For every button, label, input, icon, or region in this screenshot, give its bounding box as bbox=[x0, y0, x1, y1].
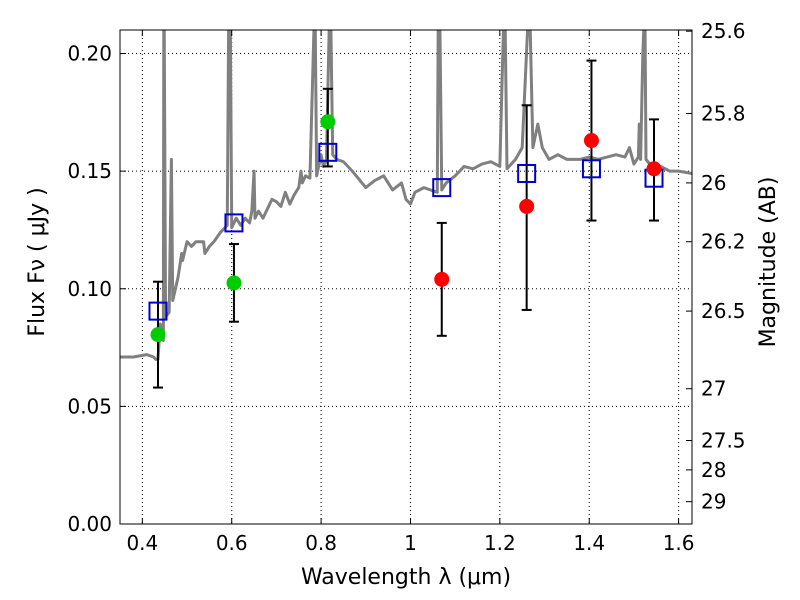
model-photometry-point bbox=[318, 142, 338, 162]
model-photometry-point bbox=[432, 178, 452, 198]
y-tick-label: 0.00 bbox=[67, 512, 112, 536]
x-tick-label: 1 bbox=[404, 531, 417, 555]
x-axis-label: Wavelength λ (μm) bbox=[301, 565, 511, 590]
x-tick-label: 0.6 bbox=[216, 531, 248, 555]
y2-tick-label: 27 bbox=[701, 377, 726, 401]
model-photometry-point bbox=[224, 213, 244, 233]
y-tick-label: 0.20 bbox=[67, 42, 112, 66]
y2-tick-label: 28 bbox=[701, 458, 726, 482]
observed-optical-point bbox=[150, 327, 166, 343]
x-tick-label: 1.2 bbox=[484, 531, 516, 555]
y2-tick-label: 26.2 bbox=[701, 230, 746, 254]
y2-tick-label: 27.5 bbox=[701, 428, 746, 452]
y-tick-label: 0.15 bbox=[67, 159, 112, 183]
y2-tick-label: 25.8 bbox=[701, 102, 746, 126]
observed-optical-point bbox=[226, 275, 242, 291]
y2-tick-label: 29 bbox=[701, 490, 726, 514]
plot-content bbox=[120, 30, 692, 389]
observed-optical-point bbox=[320, 114, 336, 130]
x-tick-label: 1.4 bbox=[573, 531, 605, 555]
model-photometry-point bbox=[517, 163, 537, 183]
plot-frame bbox=[119, 29, 693, 525]
x-tick-label: 0.4 bbox=[126, 531, 158, 555]
y2-axis-label: Magnitude (AB) bbox=[756, 177, 781, 348]
grid-layer bbox=[120, 30, 692, 524]
model-spectrum-line bbox=[120, 30, 692, 361]
y-tick-label: 0.10 bbox=[67, 277, 112, 301]
y2-tick-label: 26.5 bbox=[701, 299, 746, 323]
x-tick-label: 1.6 bbox=[663, 531, 695, 555]
y-tick-label: 0.05 bbox=[67, 394, 112, 418]
observed-nir-point bbox=[434, 271, 450, 287]
x-tick-label: 0.8 bbox=[305, 531, 337, 555]
y2-tick-label: 25.6 bbox=[701, 19, 746, 43]
model-photometry-point bbox=[581, 159, 601, 179]
y2-tick-label: 26 bbox=[701, 171, 726, 195]
observed-nir-point bbox=[646, 161, 662, 177]
observed-nir-point bbox=[519, 198, 535, 214]
ticks-layer: 0.4 0.6 0.8 1 1.2 1.4 1.6 0.00 0.05 0.10 0.15 0.20 2… bbox=[67, 19, 745, 555]
plot-area bbox=[120, 30, 692, 524]
y-axis-label: Flux Fν ( μJy ) bbox=[25, 187, 50, 336]
observed-nir-point bbox=[583, 133, 599, 149]
model-photometry-point bbox=[148, 301, 168, 321]
